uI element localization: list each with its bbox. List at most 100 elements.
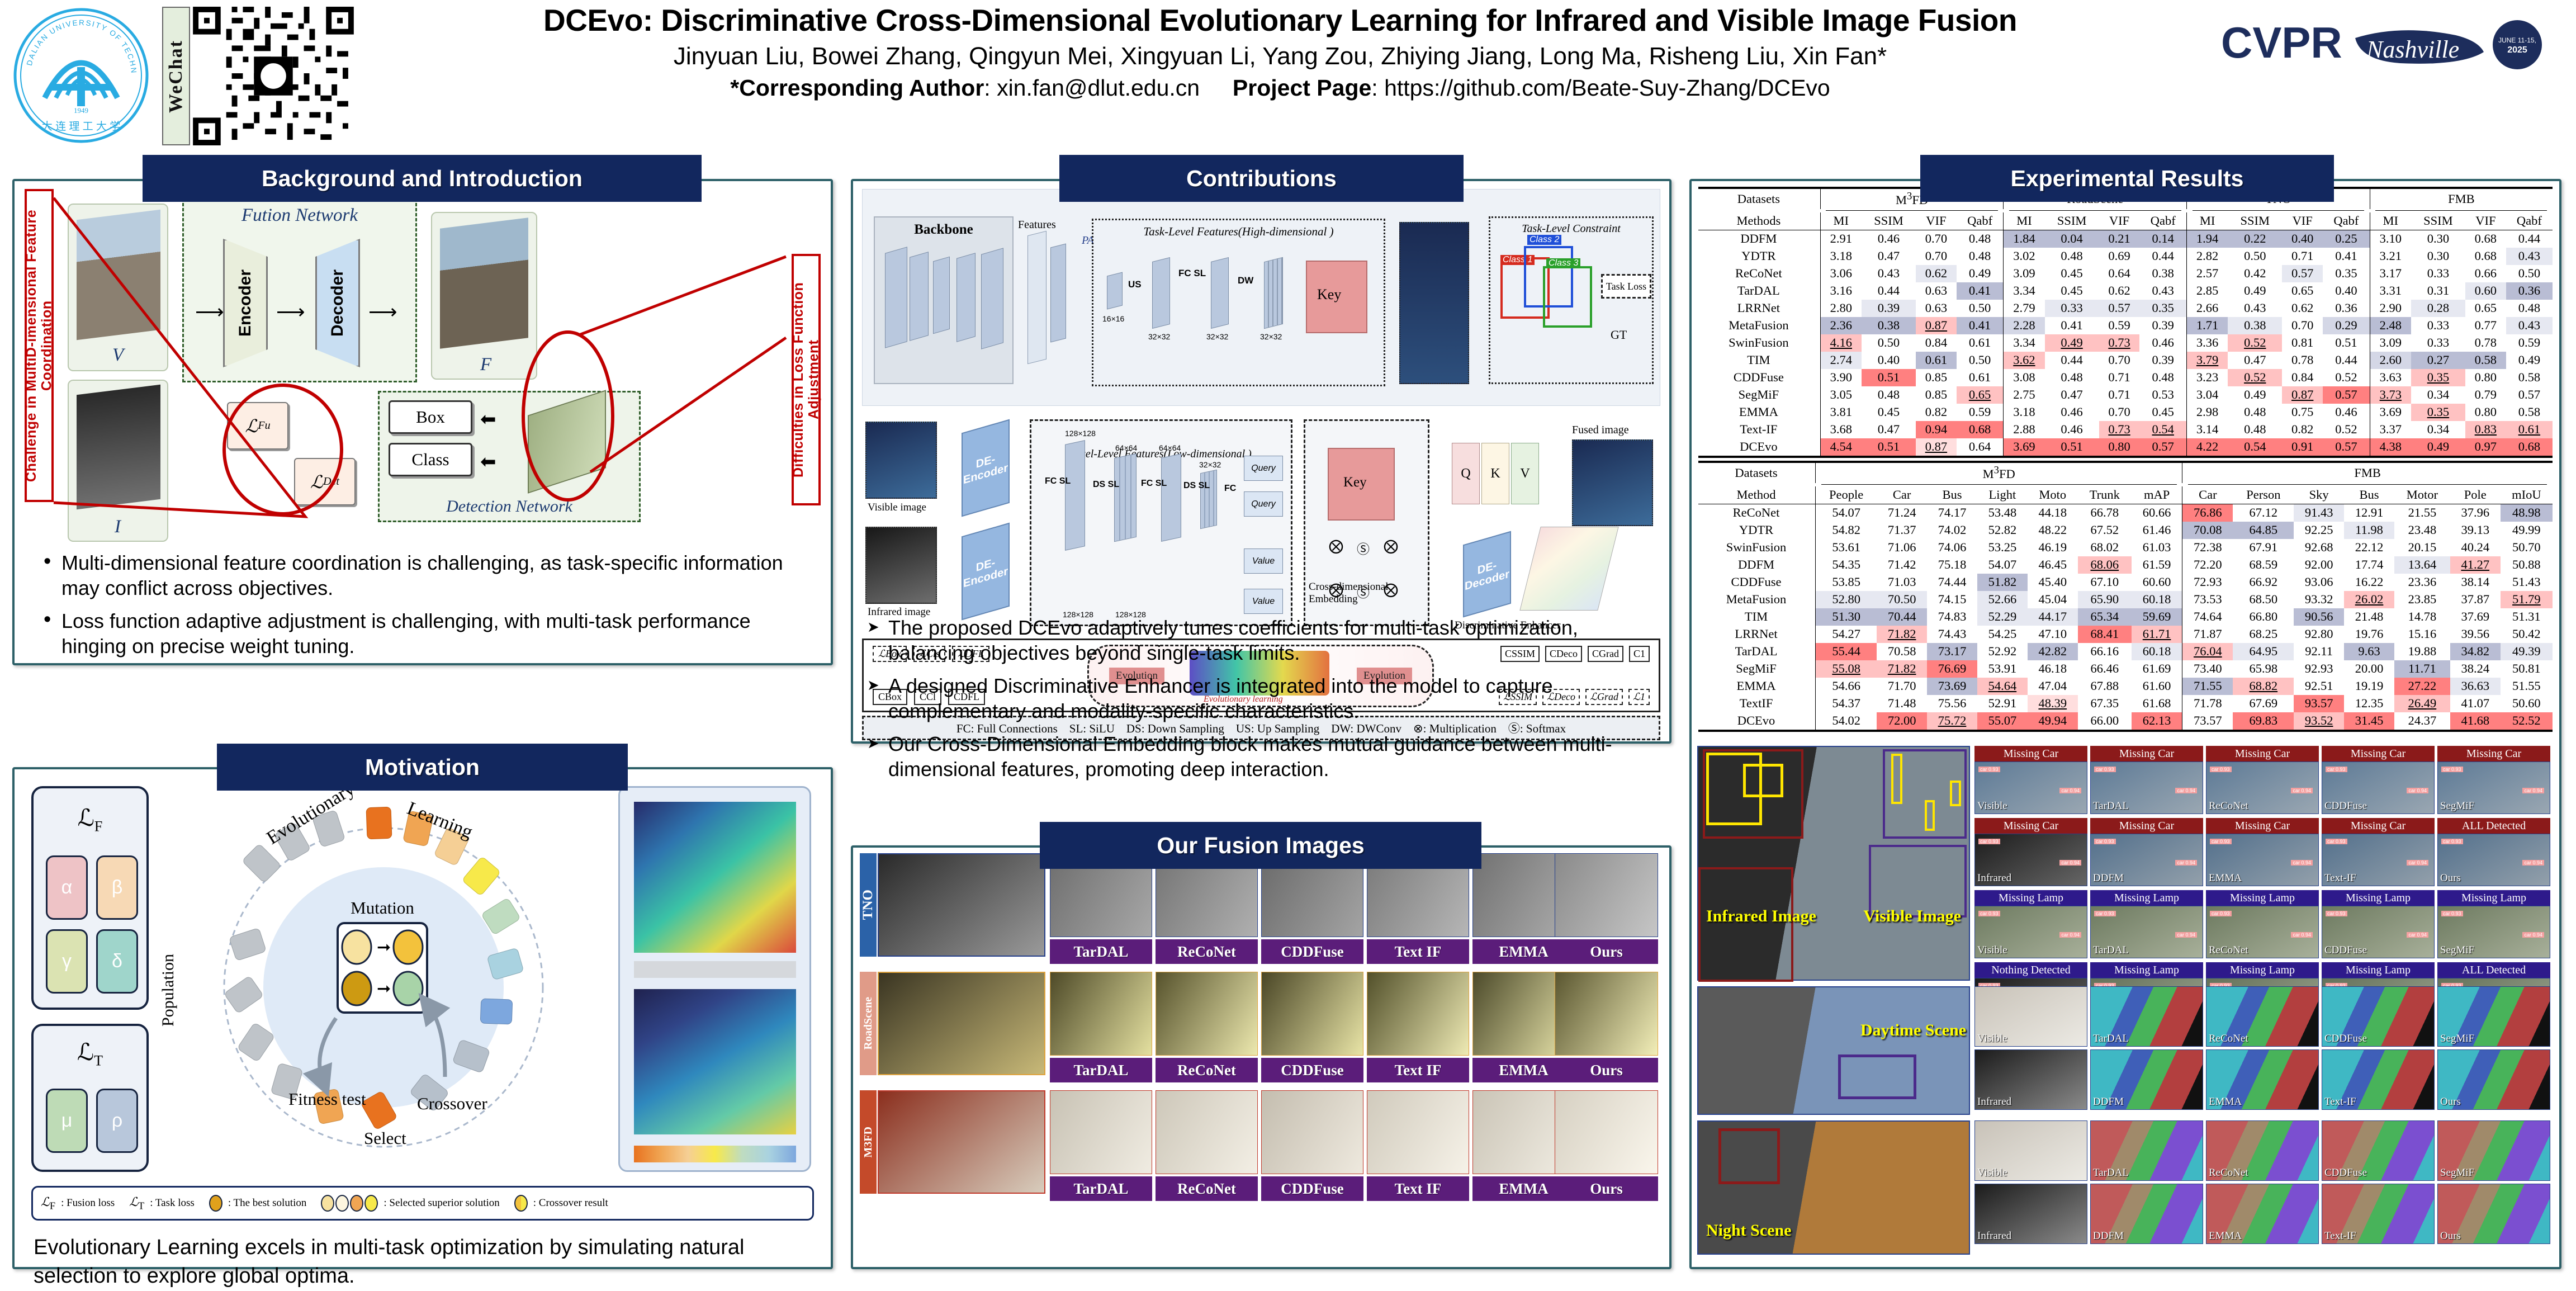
segmentation-tile-label: Visible — [1977, 1167, 2007, 1179]
table-cell: 71.82 — [1877, 660, 1928, 678]
table-cell: 61.60 — [2142, 679, 2171, 693]
table-cell: 67.91 — [2249, 540, 2278, 554]
metric-header: Moto — [2027, 486, 2078, 504]
coeff-mu: μ — [46, 1089, 88, 1153]
table-cell: 12.91 — [2355, 505, 2384, 519]
detection-status-badge: Missing Lamp — [1974, 890, 2087, 906]
table-cell: 67.35 — [2090, 696, 2119, 710]
method-caption: CDDFuse — [1261, 1058, 1363, 1082]
table-cell: 0.57 — [2323, 386, 2370, 404]
row-label: SwinFusion — [1729, 335, 1789, 349]
table-cell: 74.64 — [2182, 608, 2233, 626]
table-cell: 49.39 — [2500, 642, 2553, 660]
table-cell: 71.06 — [1887, 540, 1916, 554]
difficulty-vertical-label: Difficulties in Loss Function Adjustment — [790, 254, 821, 505]
table-cell: 67.52 — [2090, 523, 2119, 537]
table-cell: 0.47 — [2244, 353, 2266, 367]
table-cell: 2.79 — [2003, 299, 2045, 317]
metric-header: mAP — [2131, 486, 2182, 504]
method-caption: ReCoNet — [1156, 1058, 1258, 1082]
mult-icon-3: ⨂ — [1329, 581, 1343, 598]
table-cell: 0.61 — [1968, 370, 1991, 384]
fusion-metrics-table-wrap: DatasetsM3FDRoadSceneTNOFMBMethodsMISSIM… — [1698, 187, 2553, 458]
table-cell: 17.74 — [2355, 557, 2384, 571]
table-cell: 66.78 — [2090, 505, 2119, 519]
metric-header: mIoU — [2500, 486, 2553, 504]
table-cell: 53.61 — [1815, 538, 1877, 556]
fusion-loss-box: ℒF α β γ δ — [31, 786, 149, 1010]
table-cell: 2.88 — [2003, 420, 2045, 438]
daytime-scene-overview: Daytime Scene — [1697, 986, 1970, 1115]
box-output: Box — [389, 400, 472, 434]
table-cell: 0.49 — [2244, 387, 2266, 401]
row-label: EMMA — [1739, 405, 1778, 419]
table-cell: 23.48 — [2408, 523, 2437, 537]
table-cell: 64.85 — [2233, 521, 2294, 539]
list-item: Multi-dimensional feature coordination i… — [37, 548, 808, 600]
table-row: ReCoNet 54.07 71.24 74.17 53.48 44.18 66.78 60.… — [1698, 504, 2553, 522]
table-cell: 65.98 — [2249, 661, 2278, 675]
table-cell: 45.40 — [2038, 575, 2067, 589]
table-cell: 49.94 — [2027, 712, 2078, 732]
pixel-level-features-box: Pixel-Level Features(Low-dimensional ) 1… — [1030, 419, 1292, 626]
table-subheader-row: Methods MI SSIM VIF Qabf MI SSIM VIF Qabf MI SSIM V… — [1698, 212, 2553, 230]
lf-symbol: ℒF — [77, 806, 103, 835]
detection-status-badge: Missing Lamp — [2322, 962, 2435, 978]
table-cell: 19.19 — [2355, 679, 2384, 693]
table-cell: 0.65 — [1956, 386, 2004, 404]
row-label: TIM — [1747, 353, 1770, 367]
table-cell: 2.85 — [2186, 282, 2228, 300]
metric-header: SSIM — [2411, 212, 2465, 230]
table-cell: 19.76 — [2355, 627, 2384, 641]
table-header-row: Datasets M3FD FMB — [1698, 461, 2553, 483]
table-cell: 0.30 — [2427, 231, 2450, 245]
table-cell: 0.78 — [2474, 335, 2497, 349]
table-cell: 3.09 — [2003, 264, 2045, 282]
segmentation-tile-label: Ours — [2440, 1230, 2461, 1242]
table-cell: 0.71 — [2108, 370, 2130, 384]
table-row: SwinFusion 4.16 0.50 0.84 0.61 3.34 0.49 0.73 0.… — [1698, 334, 2553, 352]
table-cell: 50.70 — [2512, 540, 2541, 554]
population-label: Population — [159, 954, 177, 1027]
table-cell: 60.18 — [2131, 642, 2182, 660]
table-cell: 41.68 — [2450, 712, 2501, 732]
source-image-m3fd — [878, 1090, 1045, 1194]
metric-header: Qabf — [2139, 212, 2187, 230]
table-cell: 0.41 — [1956, 282, 2004, 300]
table-cell: 0.46 — [1877, 231, 1900, 245]
table-cell: 2.82 — [2186, 247, 2228, 265]
metric-header: Motor — [2394, 486, 2450, 504]
metric-header: People — [1815, 486, 1877, 504]
metric-header: Light — [1977, 486, 2028, 504]
table-cell: 0.51 — [2335, 335, 2357, 349]
svg-text:➞: ➞ — [377, 938, 391, 957]
table-cell: 0.52 — [2228, 368, 2283, 386]
task-loss-box: ℒT μ ρ — [31, 1024, 149, 1172]
table-cell: 0.97 — [2465, 438, 2506, 458]
detection-status-badge: Missing Car — [2322, 746, 2435, 762]
table-row: YDTR 54.82 71.37 74.02 52.82 48.22 67.52 61.46 7… — [1698, 521, 2553, 539]
detection-tile-label: SegMiF — [2440, 800, 2475, 812]
fusion-tile — [1367, 1090, 1469, 1174]
table-cell: 0.51 — [1861, 368, 1916, 386]
label-i: I — [115, 517, 121, 537]
table-cell: 0.65 — [2291, 283, 2314, 297]
project-url[interactable]: https://github.com/Beate-Suy-Zhang/DCEvo — [1384, 75, 1830, 101]
infrared-image-frame: I — [68, 380, 168, 542]
table-cell: 0.64 — [2108, 266, 2130, 280]
segmentation-tile: EMMA — [2206, 1049, 2319, 1110]
list-item: The proposed DCEvo adaptively tunes coef… — [864, 615, 1663, 665]
mult-icon-4: ⨂ — [1384, 581, 1398, 598]
table-cell: 0.91 — [2282, 438, 2323, 458]
metric-header: Qabf — [1956, 212, 2004, 230]
metric-header: SSIM — [2228, 212, 2283, 230]
group-header: FMB — [2182, 461, 2553, 483]
superior-solution-swatches — [321, 1195, 378, 1212]
table-cell: 92.80 — [2304, 627, 2333, 641]
metric-header: Trunk — [2077, 486, 2132, 504]
table-cell: 0.61 — [2506, 420, 2553, 438]
section-title-contributions: Contributions — [1059, 155, 1464, 202]
table-cell: 0.25 — [2323, 230, 2370, 248]
table-cell: 0.38 — [2228, 316, 2283, 334]
table-cell: 19.88 — [2408, 644, 2437, 658]
